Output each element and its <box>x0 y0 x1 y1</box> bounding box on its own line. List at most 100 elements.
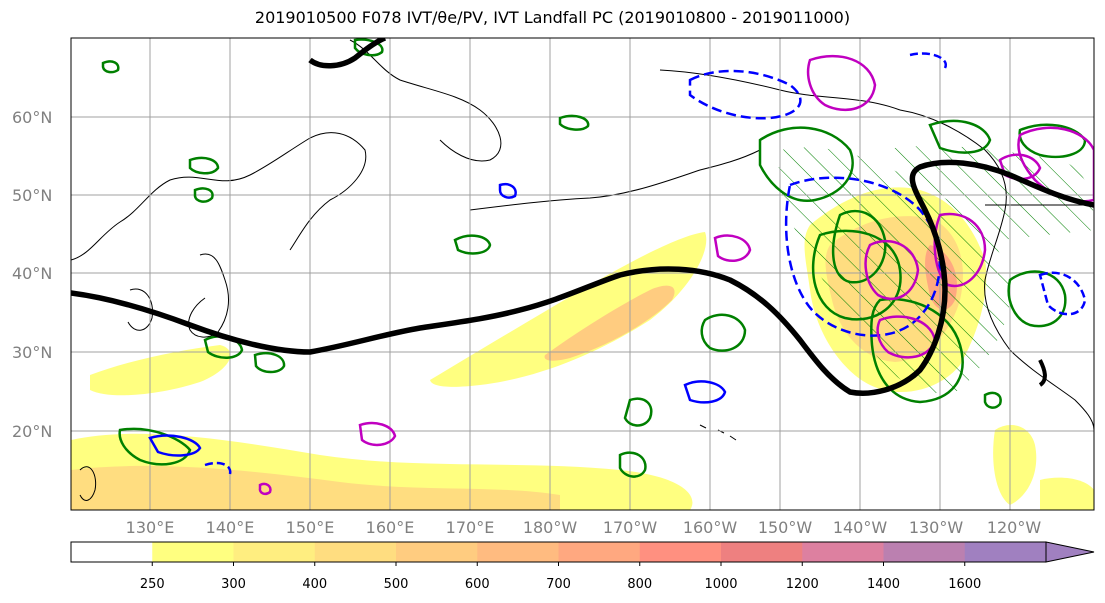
lon-label-150e: 150°E <box>286 518 335 537</box>
pv-negative-contour <box>909 52 947 69</box>
pv-positive-contour <box>713 234 752 263</box>
colorbar-segment <box>964 542 1047 562</box>
pv-negative-contour <box>498 183 517 199</box>
theta-e-contour <box>118 427 192 466</box>
theta-e-contour <box>811 229 902 321</box>
ivt-region-subtropics-mid <box>71 465 560 510</box>
lon-label-160e: 160°E <box>366 518 415 537</box>
ivt-region-west <box>90 345 231 396</box>
map-frame <box>70 37 1095 511</box>
pv-negative-contour <box>148 434 202 457</box>
colorbar-label: 1600 <box>948 577 981 592</box>
pv-positive-contours <box>258 55 1094 496</box>
pv-negative-contour <box>204 461 232 475</box>
coastlines <box>71 39 1094 501</box>
colorbar: 250 300 400 500 600 700 800 1000 1200 14… <box>70 541 1095 592</box>
colorbar-label: 300 <box>221 577 246 592</box>
latitude-labels: 20°N 30°N 40°N 50°N 60°N <box>12 108 52 441</box>
lat-label-40n: 40°N <box>12 264 52 283</box>
colorbar-segment <box>396 542 478 562</box>
ivt-region-east-tropics-2 <box>1040 477 1094 510</box>
colorbar-ticks <box>151 562 966 566</box>
theta-e-contour <box>758 126 854 203</box>
colorbar-segment <box>639 542 722 562</box>
colorbar-segment <box>233 542 316 562</box>
coastline-kamchatka <box>349 39 502 162</box>
colorbar-segments <box>71 542 1047 562</box>
colorbar-label: 1400 <box>867 577 900 592</box>
lon-label-160w: 160°W <box>683 518 738 537</box>
pv-negative-contours <box>148 52 1087 475</box>
theta-e-contour <box>623 397 653 427</box>
lon-label-140e: 140°E <box>206 518 255 537</box>
colorbar-segment <box>721 542 803 562</box>
colorbar-extend-arrow <box>1045 541 1095 563</box>
longitude-labels: 130°E 140°E 150°E 160°E 170°E 180°W 170°… <box>126 518 1042 537</box>
jet-stream-contour <box>71 159 1094 396</box>
colorbar-label: 250 <box>140 577 165 592</box>
theta-e-contour <box>193 187 214 203</box>
lon-label-120w: 120°W <box>987 518 1042 537</box>
pv-positive-contour <box>358 421 397 447</box>
pv-positive-contour <box>806 55 877 112</box>
colorbar-segment <box>152 542 234 562</box>
theta-e-contour <box>453 234 492 255</box>
ivt-region-pacific-jet-core <box>544 285 675 361</box>
lon-label-170w: 170°W <box>603 518 658 537</box>
coastline-philippines <box>79 466 97 501</box>
theta-e-contour <box>831 209 887 284</box>
theta-e-contour <box>1007 270 1067 328</box>
lon-label-180w: 180°W <box>523 518 578 537</box>
theta-e-contour <box>928 119 992 154</box>
theta-e-contour <box>1018 123 1087 159</box>
pv-positive-contour <box>258 482 272 496</box>
lon-label-150w: 150°W <box>758 518 813 537</box>
pv-positive-contour <box>876 315 937 359</box>
theta-e-contour <box>101 60 120 74</box>
lon-label-130w: 130°W <box>909 518 964 537</box>
theta-e-contour <box>618 451 647 478</box>
landfall-hatch-region <box>778 147 1011 394</box>
coastline-asia-east <box>71 132 367 261</box>
pv-positive-contour <box>933 212 987 288</box>
colorbar-label: 500 <box>384 577 409 592</box>
colorbar-segment <box>314 542 397 562</box>
lat-label-30n: 30°N <box>12 343 52 362</box>
map-panel <box>71 38 1094 510</box>
theta-e-contour <box>188 156 220 175</box>
pv-positive-contour <box>864 239 920 301</box>
lon-label-130e: 130°E <box>126 518 175 537</box>
colorbar-segment <box>71 542 153 562</box>
colorbar-label: 600 <box>465 577 490 592</box>
pv-negative-contour <box>784 176 941 337</box>
lon-label-170e: 170°E <box>446 518 495 537</box>
theta-e-contour <box>983 391 1002 409</box>
pv-negative-contour <box>688 69 802 120</box>
colorbar-label: 700 <box>546 577 571 592</box>
theta-e-contour <box>700 313 747 352</box>
lat-label-60n: 60°N <box>12 108 52 127</box>
map-title: 2019010500 F078 IVT/θe/PV, IVT Landfall … <box>254 8 851 27</box>
theta-e-contour <box>558 114 590 131</box>
coastline-north-america <box>899 109 1094 431</box>
colorbar-label: 800 <box>627 577 652 592</box>
lat-label-20n: 20°N <box>12 422 52 441</box>
jet-stream-contour-east <box>1038 359 1047 387</box>
colorbar-segment <box>802 542 884 562</box>
ivt-region-east-tropics <box>993 425 1037 505</box>
coastline-korea <box>127 288 154 331</box>
theta-e-contour <box>353 38 384 57</box>
colorbar-segment <box>477 542 559 562</box>
theta-e-contour <box>253 351 286 374</box>
pv-negative-contour <box>1038 271 1087 316</box>
lon-label-140w: 140°W <box>833 518 888 537</box>
colorbar-segment <box>558 542 641 562</box>
colorbar-labels: 250 300 400 500 600 700 800 1000 1200 14… <box>140 577 981 592</box>
pv-negative-contour <box>683 380 727 404</box>
colorbar-label: 1200 <box>786 577 819 592</box>
lat-label-50n: 50°N <box>12 186 52 205</box>
coastline-aleutians <box>469 149 761 211</box>
colorbar-label: 1000 <box>704 577 737 592</box>
jet-stream-contour-north <box>308 38 387 69</box>
